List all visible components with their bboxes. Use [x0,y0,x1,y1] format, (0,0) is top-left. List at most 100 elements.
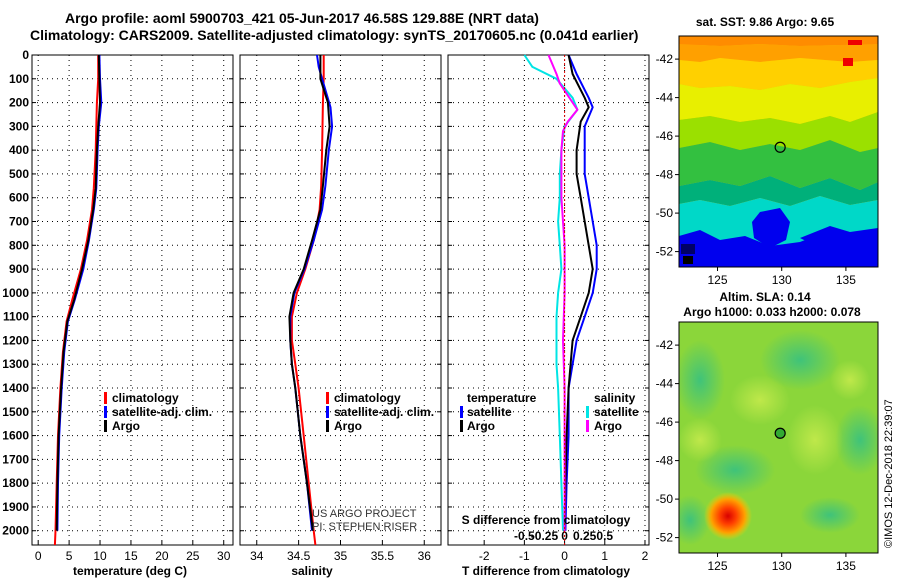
legend-label: Argo [112,419,140,433]
map-x-tick-label: 130 [772,559,792,573]
sla-argo-position-marker [774,427,786,439]
x-tick-label: 34.5 [287,549,311,563]
legend-label: satellite-adj. clim. [112,405,212,419]
map-y-tick-label: -42 [656,338,674,352]
legend-swatch-climatology [104,392,107,404]
t-difference-xlabel: T difference from climatology [462,564,630,578]
x-tick-label: 0 [35,549,42,563]
x-tick-label: 30 [217,549,231,563]
series-line [55,54,101,531]
y-tick-label: 400 [9,143,29,157]
x-tick-label: 2 [642,549,649,563]
sla-map-title: Altim. SLA: 0.14 [719,290,811,304]
map-y-tick-label: -46 [656,415,674,429]
y-tick-label: 300 [9,119,29,133]
legend-label: Argo [334,419,362,433]
x-tick-label: 35.5 [371,549,395,563]
x-tick-label: 5 [66,549,73,563]
x-tick-label: 34 [250,549,264,563]
y-tick-label: 500 [9,167,29,181]
x-tick-label: 20 [155,549,169,563]
legend-label: climatology [334,391,401,405]
y-tick-label: 900 [9,262,29,276]
map-y-tick-label: -50 [656,492,674,506]
sst-map-frame [678,35,879,268]
map-y-tick-label: -42 [656,52,674,66]
legend-swatch-t-satellite [460,406,463,418]
series-line [53,55,100,546]
footer-stamp: ©IMOS 12-Dec-2018 22:39:07 [883,399,895,548]
map-y-tick-label: -52 [656,531,674,545]
difference-legend: temperature satellite Argo salinity sate… [460,391,639,433]
series-line [523,54,579,531]
x-tick-label: 0 [561,549,568,563]
legend-swatch-argo [104,420,107,432]
chart-title-line2: Climatology: CARS2009. Satellite-adjuste… [30,27,639,43]
legend-label: climatology [112,391,179,405]
y-tick-label: 1000 [2,286,29,300]
legend-heading-temperature: temperature [467,391,537,405]
plot-frame [447,54,650,546]
y-tick-label: 100 [9,72,29,86]
x-tick-label: 25 [186,549,200,563]
legend-swatch-satellite [104,406,107,418]
temperature-panel: 0100200300400500600700800900100011001200… [2,48,234,563]
y-tick-label: 1600 [2,429,29,443]
temperature-legend: climatology satellite-adj. clim. Argo [104,391,212,433]
y-tick-label: 1800 [2,476,29,490]
map-y-tick-label: -48 [656,168,674,182]
map-y-tick-label: -50 [656,206,674,220]
y-tick-label: 0 [22,48,29,62]
sst-argo-position-marker [774,141,786,153]
annotation-project: US ARGO PROJECT [312,508,417,520]
x2-tick-label: 0.25 [573,529,597,543]
y-tick-label: 1900 [2,500,29,514]
map-x-tick-label: 125 [708,273,728,287]
map-x-tick-label: 130 [772,273,792,287]
series-line [288,55,331,531]
y-tick-label: 1100 [3,310,29,324]
legend-swatch-climatology [326,392,329,404]
sst-heatmap [679,36,878,267]
x-tick-label: 1 [601,549,608,563]
legend-label: satellite [594,405,639,419]
chart-title-line1: Argo profile: aoml 5900703_421 05-Jun-20… [65,10,539,26]
x2-tick-label: -0.5 [514,529,535,543]
legend-label: Argo [594,419,622,433]
salinity-legend: climatology satellite-adj. clim. Argo [326,391,434,433]
annotation-pi: PI: STEPHEN RISER [312,521,417,533]
plot-frame [31,54,234,546]
y-tick-label: 1300 [2,357,29,371]
map-x-tick-label: 125 [708,559,728,573]
x-tick-label: 35 [334,549,348,563]
sst-map-axes: -42 -44 -46 -48 -50 -52 125 130 135 [656,52,857,287]
legend-label: satellite-adj. clim. [334,405,434,419]
map-x-tick-label: 135 [836,559,856,573]
x2-tick-label: -0.25 [531,529,559,543]
y-tick-label: 800 [9,238,29,252]
x-tick-label: -1 [519,549,530,563]
x-tick-label: 15 [124,549,138,563]
y-tick-label: 1200 [2,333,29,347]
sst-map-title: sat. SST: 9.86 Argo: 9.65 [696,15,835,29]
legend-label: satellite [467,405,512,419]
y-tick-label: 700 [9,215,29,229]
map-y-tick-label: -52 [656,245,674,259]
series-line [56,54,103,531]
legend-swatch-s-argo [586,420,589,432]
salinity-annotation: US ARGO PROJECT PI: STEPHEN RISER [312,508,417,533]
legend-heading-salinity: salinity [594,391,636,405]
map-y-tick-label: -46 [656,129,674,143]
sla-map-subtitle: Argo h1000: 0.033 h2000: 0.078 [683,305,861,319]
map-y-tick-label: -44 [656,91,674,105]
sla-map-axes: -42 -44 -46 -48 -50 -52 125 130 135 [656,338,857,573]
x-tick-label: -2 [479,549,490,563]
map-x-tick-label: 135 [836,273,856,287]
y-tick-label: 1400 [2,381,29,395]
legend-swatch-argo [326,420,329,432]
salinity-xlabel: salinity [291,564,333,578]
series-line [564,54,598,531]
y-tick-label: 1500 [2,405,29,419]
